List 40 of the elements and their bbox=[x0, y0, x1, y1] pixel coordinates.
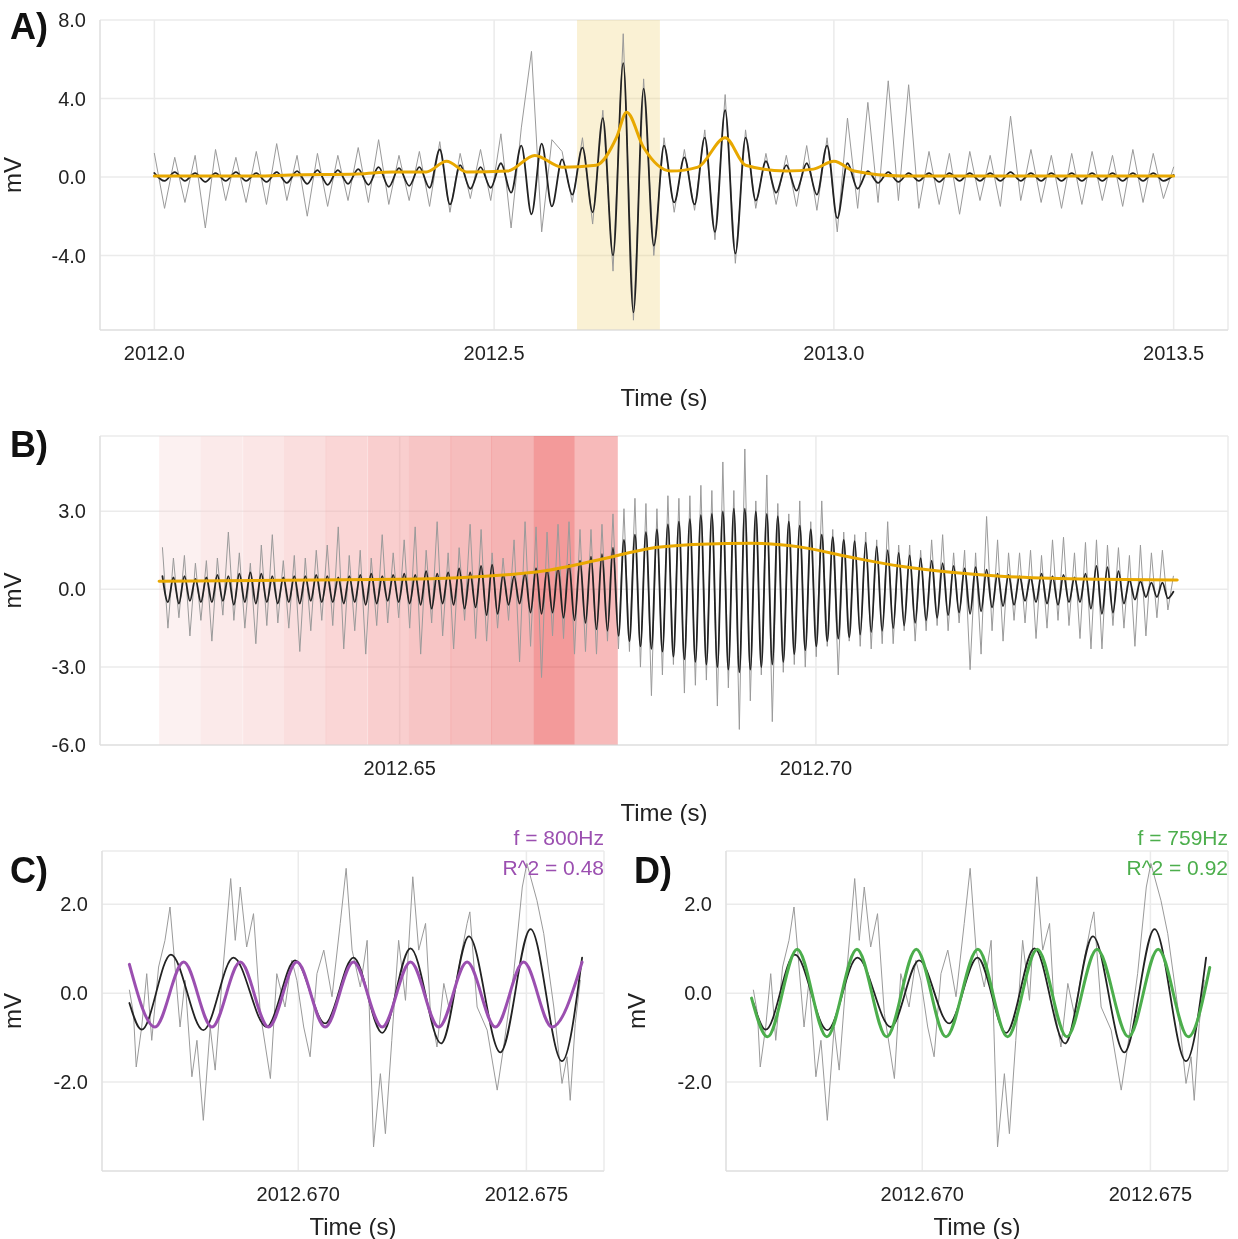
y-axis-title: mV bbox=[622, 993, 650, 1029]
y-tick-label: 0.0 bbox=[58, 578, 86, 601]
y-tick-label: 0.0 bbox=[58, 166, 86, 189]
x-tick-label: 2012.65 bbox=[363, 757, 436, 780]
y-tick-label: 0.0 bbox=[60, 982, 88, 1005]
y-axis-title: mV bbox=[0, 572, 26, 609]
y-axis-title: mV bbox=[0, 993, 26, 1029]
x-tick-label: 2012.0 bbox=[123, 342, 185, 365]
y-tick-label: -3.0 bbox=[51, 656, 86, 679]
y-tick-label: -6.0 bbox=[51, 734, 86, 757]
text: f = 800Hz bbox=[513, 826, 604, 850]
y-tick-label: 3.0 bbox=[58, 500, 86, 523]
y-tick-label: 4.0 bbox=[58, 87, 86, 110]
line-series bbox=[157, 541, 1179, 583]
x-tick-label: 2013.0 bbox=[803, 342, 865, 365]
x-tick-label: 2012.675 bbox=[1108, 1183, 1193, 1206]
chart-title: A) bbox=[10, 6, 48, 48]
y-tick-label: 2.0 bbox=[684, 893, 712, 916]
chart-title: D) bbox=[634, 850, 672, 892]
text: f = 759Hz bbox=[1137, 826, 1228, 850]
y-tick-label: 0.0 bbox=[684, 982, 712, 1005]
chart-title: B) bbox=[10, 424, 48, 466]
chart-title: C) bbox=[10, 850, 48, 892]
annotation: R^2 = 0.92 bbox=[1126, 856, 1228, 880]
x-tick-label: 2013.5 bbox=[1143, 342, 1205, 365]
y-tick-label: -2.0 bbox=[53, 1071, 88, 1094]
y-tick-label: 2.0 bbox=[60, 893, 88, 916]
annotation: R^2 = 0.48 bbox=[502, 856, 604, 880]
line-series bbox=[750, 947, 1212, 1039]
x-tick-label: 2012.670 bbox=[880, 1183, 964, 1206]
x-tick-label: 2012.70 bbox=[779, 757, 853, 780]
line-series bbox=[161, 507, 1175, 674]
y-tick-label: -4.0 bbox=[51, 244, 86, 267]
line-series bbox=[152, 110, 1176, 178]
y-tick-label: 8.0 bbox=[58, 9, 86, 32]
y-tick-label: -2.0 bbox=[677, 1071, 712, 1094]
x-tick-label: 2012.5 bbox=[463, 342, 525, 365]
y-axis-title: mV bbox=[0, 157, 26, 193]
x-tick-label: 2012.675 bbox=[484, 1183, 569, 1206]
x-tick-label: 2012.670 bbox=[256, 1183, 340, 1206]
